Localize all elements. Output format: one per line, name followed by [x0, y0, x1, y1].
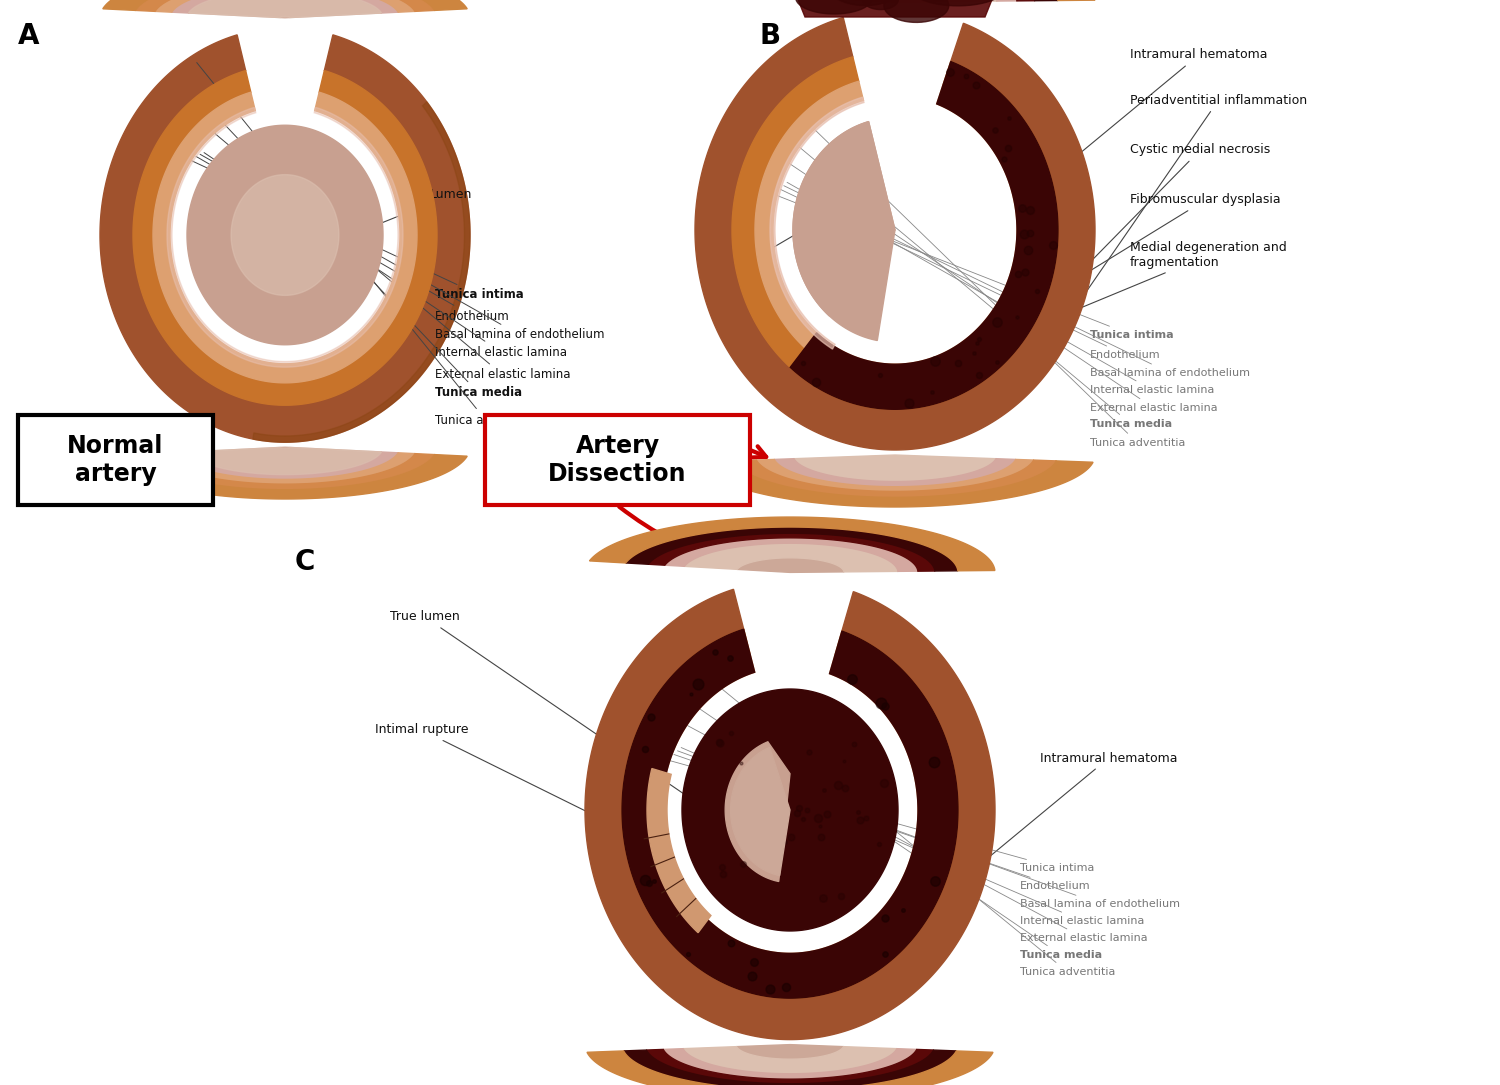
Polygon shape: [104, 0, 466, 11]
Text: Periadventitial inflammation: Periadventitial inflammation: [1080, 93, 1306, 301]
Text: Basal lamina of endothelium: Basal lamina of endothelium: [784, 186, 1250, 378]
Polygon shape: [626, 527, 958, 571]
Polygon shape: [100, 35, 470, 443]
Polygon shape: [730, 748, 790, 876]
Polygon shape: [912, 0, 1004, 5]
Polygon shape: [790, 62, 1058, 409]
Polygon shape: [646, 768, 711, 933]
Polygon shape: [794, 122, 895, 316]
Polygon shape: [648, 533, 934, 571]
Polygon shape: [794, 455, 996, 482]
Polygon shape: [663, 1049, 916, 1080]
Text: Tunica media: Tunica media: [201, 100, 522, 399]
Polygon shape: [586, 1051, 993, 1085]
Text: Fibromuscular dysplasia: Fibromuscular dysplasia: [921, 193, 1281, 374]
Polygon shape: [154, 0, 416, 12]
Polygon shape: [622, 629, 958, 998]
Polygon shape: [622, 629, 958, 998]
Text: Tunica adventitia: Tunica adventitia: [196, 63, 537, 426]
Polygon shape: [736, 1045, 843, 1059]
Polygon shape: [135, 454, 435, 489]
Text: Basal lamina of endothelium: Basal lamina of endothelium: [678, 751, 1180, 909]
Text: Internal elastic lamina: Internal elastic lamina: [788, 182, 1215, 395]
Polygon shape: [154, 452, 416, 484]
Text: Internal elastic lamina: Internal elastic lamina: [681, 748, 1144, 926]
Polygon shape: [698, 461, 1094, 507]
Text: B: B: [760, 22, 782, 50]
Polygon shape: [104, 455, 466, 499]
Polygon shape: [682, 1047, 897, 1074]
Text: True lumen: True lumen: [700, 231, 801, 277]
Text: Tunica intima: Tunica intima: [777, 195, 1173, 340]
Text: Medial degeneration and
fragmentation: Medial degeneration and fragmentation: [871, 241, 1287, 395]
Text: Artery
Dissection: Artery Dissection: [549, 434, 687, 486]
Text: Lumen: Lumen: [314, 189, 472, 251]
Text: Tunica media: Tunica media: [670, 689, 1102, 960]
Polygon shape: [171, 452, 399, 480]
Polygon shape: [694, 17, 1095, 450]
Polygon shape: [585, 589, 994, 1039]
Polygon shape: [171, 0, 399, 13]
Text: Intimal rupture: Intimal rupture: [375, 724, 658, 847]
Polygon shape: [784, 0, 1005, 17]
Text: Tunica adventitia: Tunica adventitia: [666, 642, 1116, 976]
Polygon shape: [645, 654, 934, 972]
Text: Endothelium: Endothelium: [780, 190, 1161, 360]
Polygon shape: [682, 689, 898, 931]
Polygon shape: [684, 544, 898, 572]
Polygon shape: [254, 102, 470, 443]
Text: External elastic lamina: External elastic lamina: [201, 122, 570, 382]
Text: Internal elastic lamina: Internal elastic lamina: [204, 153, 567, 358]
Text: C: C: [296, 548, 315, 576]
Text: Endothelium: Endothelium: [196, 156, 510, 322]
Text: Tunica intima: Tunica intima: [669, 761, 1095, 873]
Polygon shape: [862, 0, 898, 10]
Polygon shape: [795, 0, 998, 2]
Polygon shape: [166, 107, 404, 367]
Polygon shape: [732, 56, 1058, 409]
Polygon shape: [153, 92, 417, 383]
Text: Normal
artery: Normal artery: [68, 434, 164, 486]
Polygon shape: [590, 518, 994, 571]
Polygon shape: [189, 0, 381, 17]
Text: Basal lamina of endothelium: Basal lamina of endothelium: [200, 154, 604, 342]
Polygon shape: [189, 447, 381, 474]
Polygon shape: [830, 0, 902, 5]
Polygon shape: [134, 71, 436, 405]
Polygon shape: [231, 175, 339, 295]
Polygon shape: [770, 98, 864, 349]
Text: External elastic lamina: External elastic lamina: [776, 154, 1218, 413]
Text: Tunica media: Tunica media: [772, 125, 1172, 429]
Polygon shape: [189, 0, 381, 17]
Polygon shape: [884, 0, 950, 23]
Polygon shape: [754, 81, 1035, 384]
Polygon shape: [796, 0, 873, 14]
Polygon shape: [734, 460, 1056, 497]
Text: Intramural hematoma: Intramural hematoma: [868, 752, 1178, 957]
Text: Endothelium: Endothelium: [674, 754, 1090, 891]
Polygon shape: [724, 742, 790, 881]
Text: Intramural hematoma: Intramural hematoma: [1076, 49, 1268, 156]
Text: Tunica adventitia: Tunica adventitia: [764, 80, 1185, 448]
Polygon shape: [756, 459, 1034, 492]
Text: External elastic lamina: External elastic lamina: [674, 718, 1148, 943]
Polygon shape: [189, 447, 381, 474]
Text: A: A: [18, 22, 39, 50]
Polygon shape: [736, 558, 844, 573]
Text: True lumen: True lumen: [390, 611, 730, 826]
FancyBboxPatch shape: [484, 414, 750, 505]
Polygon shape: [188, 125, 382, 345]
Polygon shape: [664, 538, 918, 572]
Polygon shape: [135, 0, 435, 11]
Polygon shape: [774, 459, 1016, 487]
Text: Cystic medial necrosis: Cystic medial necrosis: [976, 143, 1270, 379]
Polygon shape: [646, 1049, 933, 1084]
Text: Tunica intima: Tunica intima: [190, 161, 524, 302]
FancyBboxPatch shape: [18, 414, 213, 505]
Polygon shape: [794, 122, 895, 341]
Polygon shape: [624, 1050, 957, 1085]
